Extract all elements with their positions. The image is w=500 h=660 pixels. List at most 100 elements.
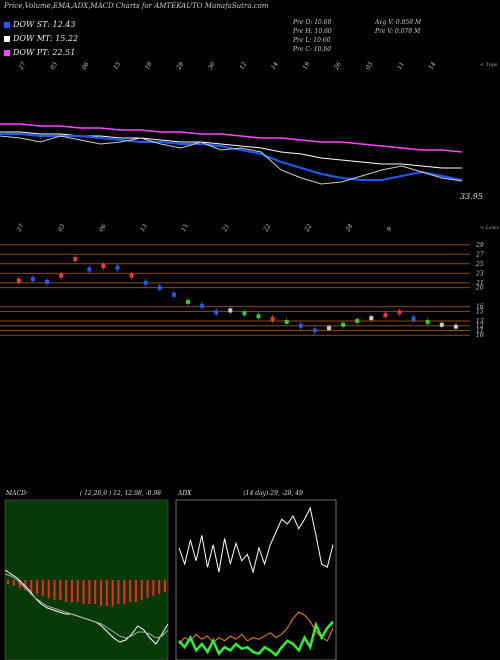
top-date-label: 03 [365, 61, 375, 71]
legend-dow-st: DOW ST: 12.43 [4, 20, 75, 29]
top-date-label: 14 [270, 61, 280, 71]
low-date-label: 06 [98, 223, 108, 233]
candle-body [157, 285, 162, 290]
level-label: 11 [476, 327, 484, 334]
adx-line-adx [178, 506, 334, 574]
candle-body [101, 264, 106, 269]
candle-body [59, 273, 64, 278]
adx-params: (14 day) 29, -28, 49 [243, 490, 303, 497]
top-date-label: 14 [428, 61, 438, 71]
macd-panel-bg [4, 499, 169, 660]
top-date-label: 27 [17, 61, 27, 72]
low-date-label: 28 [344, 223, 354, 234]
series-line-dow-st [0, 133, 463, 181]
last-price-label: 33.95 [460, 192, 483, 201]
top-date-label: 30 [207, 61, 217, 71]
adx-line-minus-di [178, 620, 334, 658]
level-label: 23 [475, 270, 484, 277]
candle-body [369, 316, 374, 321]
low-date-label: 13 [139, 223, 149, 233]
low-date-label: 22 [303, 223, 313, 234]
candle-body [45, 279, 49, 284]
candle-body [30, 277, 35, 282]
level-label: 21 [475, 280, 484, 287]
low-date-label: 15 [180, 223, 190, 233]
candle-body [397, 310, 402, 315]
candle-body [355, 318, 360, 323]
prev-high: Pre H: 10.60 [293, 28, 332, 35]
top-date-label: 18 [144, 61, 154, 71]
adx-title: ADX (14 day) 29, -28, 49 [178, 490, 303, 497]
candle-body [214, 310, 219, 315]
adx-panel-bg [175, 499, 337, 660]
top-date-label: 26 [333, 61, 343, 72]
prev-low: Pre L: 10.60 [293, 37, 331, 44]
prev-volume: Pre V: 0.078 M [375, 28, 421, 35]
level-label: 13 [476, 318, 484, 325]
candle-body [242, 311, 247, 316]
macd-line-signal [4, 573, 169, 639]
candle-body [453, 324, 458, 329]
low-date-label: 9 [386, 226, 394, 233]
top-date-label: 03 [49, 61, 59, 71]
candle-body [327, 326, 331, 331]
candle-body [16, 278, 21, 283]
top-date-label: 06 [81, 61, 91, 71]
legend-label: DOW PT: 22.51 [13, 48, 76, 57]
candle-body [129, 273, 134, 278]
candle-body [284, 319, 289, 324]
low-date-label: 27 [15, 223, 25, 234]
top-date-label: 28 [175, 61, 185, 72]
level-label: 20 [475, 285, 484, 292]
low-date-label: 22 [262, 223, 272, 234]
level-label: 27 [475, 251, 484, 258]
series-line-dow-pt [0, 123, 463, 153]
prev-open: Pre O: 10.60 [293, 19, 332, 26]
low-date-label: 21 [221, 223, 231, 234]
legend-swatch [4, 50, 10, 56]
candle-body [143, 280, 148, 285]
top-date-label: 15 [112, 61, 122, 71]
legend-label: DOW ST: 12.43 [13, 20, 76, 29]
candle-body [383, 313, 388, 318]
level-label: 16 [476, 304, 484, 311]
candle-body [200, 303, 205, 308]
candle-body [270, 317, 275, 322]
low-date-label: 03 [57, 223, 67, 233]
candle-body [256, 314, 261, 319]
candle-body [115, 265, 120, 270]
lows-tag: < Lows [480, 225, 499, 231]
candle-body [73, 257, 78, 262]
candle-body [228, 308, 233, 313]
candle-body [186, 299, 190, 304]
series-line-price [0, 135, 463, 185]
legend-label: DOW MT: 15.22 [13, 34, 79, 43]
macd-params: ( 12,26,9 ) 12, 12.98, -0.98 [79, 490, 161, 497]
level-label: 15 [476, 308, 484, 315]
legend-dow-mt: DOW MT: 15.22 [4, 34, 78, 43]
candle-body [411, 316, 416, 321]
level-label: 25 [475, 261, 484, 268]
top-date-label: 12 [238, 61, 248, 71]
top-date-label: 19 [302, 61, 312, 71]
level-label: 10 [476, 332, 484, 339]
adx-label: ADX [178, 490, 192, 497]
legend-dow-pt: DOW PT: 22.51 [4, 48, 75, 57]
candle-body [312, 328, 317, 333]
legend-swatch [4, 22, 10, 28]
candle-body [87, 267, 92, 272]
candle-body [341, 322, 346, 327]
avg-volume: Avg V: 0.058 M [375, 19, 422, 26]
candle-body [298, 323, 303, 328]
level-label: 12 [476, 323, 484, 330]
macd-title: MACD: ( 12,26,9 ) 12, 12.98, -0.98 [6, 490, 161, 497]
candle-body [439, 322, 444, 327]
prev-close: Pre C: 10.60 [293, 46, 332, 53]
legend-swatch [4, 36, 10, 42]
level-label: 29 [475, 242, 484, 249]
top-date-label: 11 [396, 61, 406, 71]
tops-tag: < Tops [480, 62, 498, 68]
chart-title: Price,Volume,EMA,ADX,MACD Charts for AMT… [4, 2, 269, 10]
candle-body [171, 292, 176, 297]
